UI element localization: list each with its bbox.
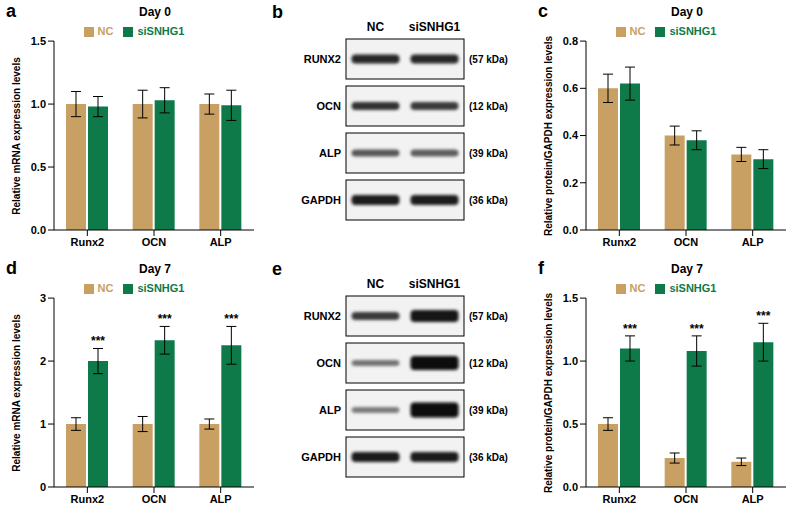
svg-text:OCN: OCN <box>674 493 699 505</box>
svg-text:ALP: ALP <box>319 404 341 416</box>
html-text:NC: NC <box>629 25 646 37</box>
svg-text:0.5: 0.5 <box>31 161 46 173</box>
svg-text:GAPDH: GAPDH <box>301 451 341 463</box>
html-text:Relative protein/GAPDH express: Relative protein/GAPDH expression levels <box>542 36 554 236</box>
svg-text:Runx2: Runx2 <box>603 493 637 505</box>
html-text:NC: NC <box>97 282 114 294</box>
svg-text:3: 3 <box>40 292 46 304</box>
svg-text:Runx2: Runx2 <box>603 236 637 248</box>
html-text:d: d <box>6 258 17 278</box>
svg-text:(36 kDa): (36 kDa) <box>469 452 508 463</box>
svg-text:(57 kDa): (57 kDa) <box>469 54 508 65</box>
svg-text:ALP: ALP <box>210 493 232 505</box>
svg-text:***: *** <box>623 322 637 336</box>
svg-text:RUNX2: RUNX2 <box>304 53 341 65</box>
html-text:siSNHG1: siSNHG1 <box>137 25 185 37</box>
html-text:a: a <box>6 1 16 21</box>
html-text:siSNHG1: siSNHG1 <box>669 282 717 294</box>
svg-text:Runx2: Runx2 <box>71 493 105 505</box>
html-text:Day 7: Day 7 <box>671 262 703 276</box>
svg-text:OCN: OCN <box>317 357 342 369</box>
svg-text:0.5: 0.5 <box>563 418 578 430</box>
svg-text:***: *** <box>690 322 704 336</box>
svg-text:OCN: OCN <box>142 493 167 505</box>
svg-text:b: b <box>272 2 283 22</box>
svg-text:siSNHG1: siSNHG1 <box>409 277 461 291</box>
html-text:c: c <box>538 1 548 21</box>
svg-text:ALP: ALP <box>742 236 764 248</box>
svg-text:1: 1 <box>40 418 46 430</box>
svg-text:(39 kDa): (39 kDa) <box>469 405 508 416</box>
svg-text:0.4: 0.4 <box>563 129 579 141</box>
html-text:Day 0: Day 0 <box>671 5 703 19</box>
svg-text:0.2: 0.2 <box>563 177 578 189</box>
svg-text:(39 kDa): (39 kDa) <box>469 148 508 159</box>
svg-text:0: 0 <box>40 481 46 493</box>
svg-text:ALP: ALP <box>319 147 341 159</box>
svg-text:(12 kDa): (12 kDa) <box>469 101 508 112</box>
svg-text:(57 kDa): (57 kDa) <box>469 311 508 322</box>
html-text:Relative protein/GAPDH express: Relative protein/GAPDH expression levels <box>542 293 554 493</box>
svg-text:(36 kDa): (36 kDa) <box>469 195 508 206</box>
svg-text:OCN: OCN <box>674 236 699 248</box>
svg-text:***: *** <box>91 334 105 348</box>
svg-text:OCN: OCN <box>317 100 342 112</box>
svg-text:Runx2: Runx2 <box>71 236 105 248</box>
svg-text:0.0: 0.0 <box>31 224 46 236</box>
html-text:Day 0: Day 0 <box>139 5 171 19</box>
html-text:f: f <box>538 258 544 278</box>
svg-text:0.0: 0.0 <box>563 481 578 493</box>
html-text:Day 7: Day 7 <box>139 262 171 276</box>
html-text:siSNHG1: siSNHG1 <box>669 25 717 37</box>
svg-text:***: *** <box>158 312 172 326</box>
html-text:siSNHG1: siSNHG1 <box>137 282 185 294</box>
svg-text:1.5: 1.5 <box>31 35 46 47</box>
svg-text:2: 2 <box>40 355 46 367</box>
html-text:NC: NC <box>629 282 646 294</box>
svg-text:0.0: 0.0 <box>563 224 578 236</box>
svg-text:OCN: OCN <box>142 236 167 248</box>
svg-text:NC: NC <box>367 277 385 291</box>
svg-text:GAPDH: GAPDH <box>301 194 341 206</box>
svg-text:(12 kDa): (12 kDa) <box>469 358 508 369</box>
svg-text:0.8: 0.8 <box>563 35 578 47</box>
svg-text:1.0: 1.0 <box>31 98 46 110</box>
svg-text:ALP: ALP <box>742 493 764 505</box>
svg-text:e: e <box>272 259 282 279</box>
svg-text:NC: NC <box>367 20 385 34</box>
svg-text:siSNHG1: siSNHG1 <box>409 20 461 34</box>
svg-text:0.6: 0.6 <box>563 82 578 94</box>
svg-text:ALP: ALP <box>210 236 232 248</box>
svg-text:1.5: 1.5 <box>563 292 578 304</box>
svg-text:1.0: 1.0 <box>563 355 578 367</box>
html-text:NC: NC <box>97 25 114 37</box>
svg-text:RUNX2: RUNX2 <box>304 310 341 322</box>
svg-text:***: *** <box>756 309 770 323</box>
html-text:Relative mRNA expression level: Relative mRNA expression levels <box>10 57 22 215</box>
html-text:Relative mRNA expression level: Relative mRNA expression levels <box>10 314 22 472</box>
svg-text:***: *** <box>224 312 238 326</box>
